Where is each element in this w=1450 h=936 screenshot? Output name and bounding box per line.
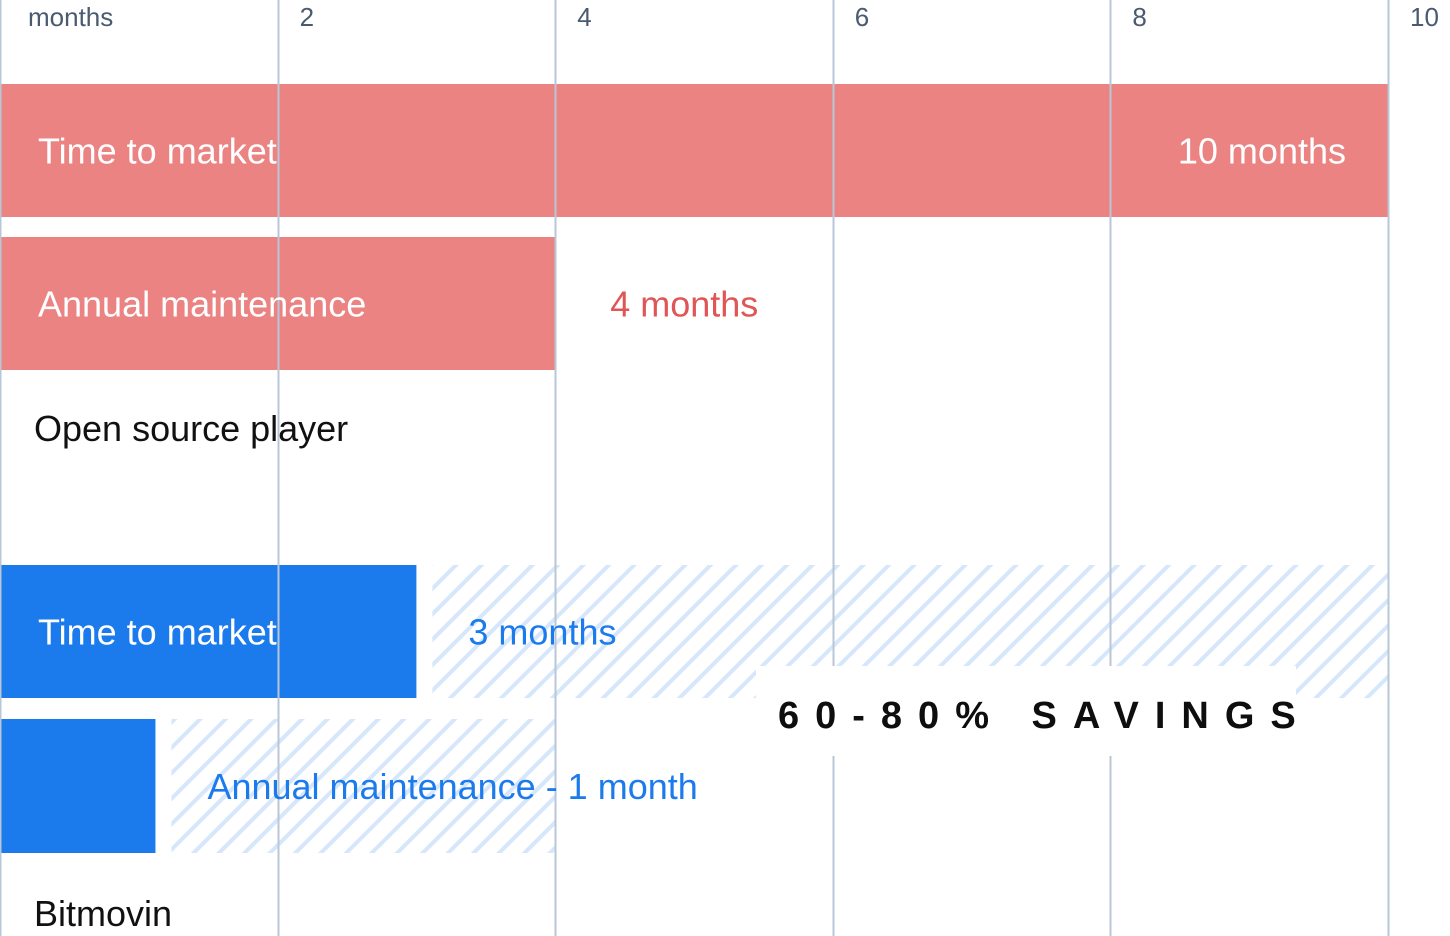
bar xyxy=(0,719,156,853)
bar-value-label: 10 months xyxy=(1178,131,1346,172)
group-label: Bitmovin xyxy=(34,893,172,934)
savings-annotation: 60-80% SAVINGS xyxy=(756,666,1312,756)
bar-value-label: Annual maintenance - 1 month xyxy=(207,766,697,807)
savings-label: 60-80% SAVINGS xyxy=(778,695,1312,737)
x-tick-label: 2 xyxy=(300,2,314,32)
x-axis-ticks: months 2 4 6 8 10 xyxy=(28,2,1439,32)
bar xyxy=(0,565,417,698)
x-tick-label: 4 xyxy=(577,2,591,32)
savings-label-background xyxy=(756,666,1296,756)
x-tick-label: 10 xyxy=(1410,2,1439,32)
bars-layer xyxy=(0,84,1388,853)
x-axis-unit-label: months xyxy=(28,2,113,32)
group-label: Open source player xyxy=(34,408,348,449)
bar-label: Annual maintenance xyxy=(38,284,366,325)
bar-value-label: 3 months xyxy=(468,612,616,653)
labels-layer: Time to market 10 months Annual maintenanc… xyxy=(34,131,1346,935)
savings-hatch xyxy=(171,719,556,853)
bar-label: Time to market xyxy=(38,131,277,172)
bar-value-label: 4 months xyxy=(610,284,758,325)
grid-layer xyxy=(0,0,1390,936)
x-tick-label: 8 xyxy=(1132,2,1146,32)
x-tick-label: 6 xyxy=(855,2,869,32)
bar xyxy=(0,84,1388,217)
bar-label: Time to market xyxy=(38,612,277,653)
